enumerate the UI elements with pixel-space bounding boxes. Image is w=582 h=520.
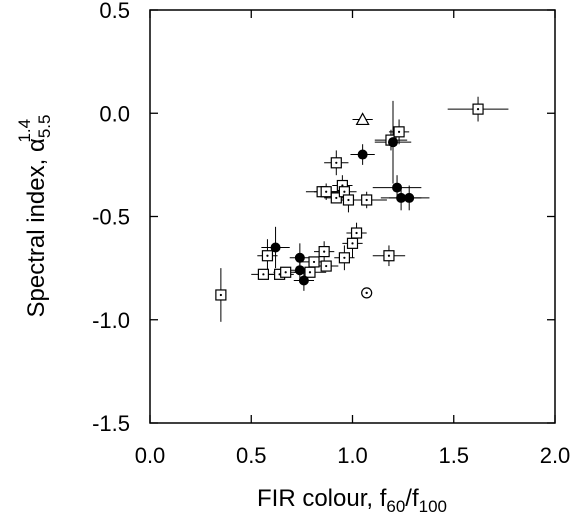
data-point-square-dot (323, 250, 326, 253)
y-axis-title-sub: 5.5 (35, 115, 54, 139)
y-tick-label: 0.5 (99, 0, 130, 23)
data-point-open-circle-dot (365, 291, 368, 295)
data-point-filled-circle (396, 192, 407, 203)
axis-ticks (149, 9, 556, 424)
x-tick-label: 0.5 (236, 443, 267, 468)
data-point-filled-circle (298, 275, 309, 286)
data-point-square-dot (343, 190, 346, 193)
data-point-triangle (355, 112, 370, 126)
data-point-filled-circle (294, 252, 305, 263)
x-tick-label: 0.0 (135, 443, 166, 468)
data-point-square-dot (355, 231, 358, 235)
data-point-square-dot (312, 260, 316, 264)
svg-text:Spectral index, α5.51.4: Spectral index, α5.51.4 (15, 115, 54, 318)
y-axis-title-sup: 1.4 (15, 119, 34, 143)
y-axis-title-main: Spectral index, α (23, 138, 50, 317)
data-point-square-dot (351, 242, 354, 245)
data-point-square-dot (266, 254, 269, 257)
y-tick-label: -1.5 (92, 411, 130, 436)
data-point-square-dot (341, 184, 344, 187)
y-axis-title: Spectral index, α5.51.4 (15, 115, 54, 318)
data-point-square-dot (219, 293, 222, 297)
data-point-filled-circle (392, 182, 403, 193)
data-point-square-dot (335, 196, 338, 200)
x-axis-title: FIR colour, f60/f100 (257, 485, 447, 516)
data-point-square-dot (284, 271, 287, 274)
data-point-square-dot (397, 130, 401, 133)
x-tick-label: 1.0 (337, 443, 368, 468)
x-tick-label: 2.0 (540, 443, 571, 468)
data-point-square-dot (387, 254, 391, 257)
plot-frame (149, 9, 556, 424)
data-point-filled-circle (388, 137, 398, 148)
x-tick-label: 1.5 (438, 443, 469, 468)
data-point-filled-circle (270, 242, 281, 253)
tick-labels: 0.0 0.5 1.0 1.5 2.0 0.5 0.0 -0.5 -1.0 -1.5 (92, 0, 570, 468)
data-point-square-dot (262, 273, 265, 276)
x-axis-title-sub2: 100 (419, 497, 447, 516)
data-point-square-dot (325, 190, 328, 193)
data-markers (215, 103, 484, 301)
data-point-square-dot (308, 271, 312, 274)
x-axis-title-main: FIR colour, f (257, 485, 387, 512)
data-point-filled-circle (357, 149, 368, 160)
x-axis-title-sub1: 60 (386, 497, 405, 516)
y-tick-label: -1.0 (92, 308, 130, 333)
x-axis-title-mid: /f (405, 485, 419, 512)
data-point-square-dot (325, 264, 328, 268)
y-tick-label: -0.5 (92, 205, 130, 230)
data-point-square-dot (335, 161, 338, 164)
data-point-square-dot (365, 198, 368, 202)
data-point-square-dot (343, 256, 346, 259)
y-tick-label: 0.0 (99, 101, 130, 126)
data-point-filled-circle (404, 192, 415, 203)
data-point-filled-circle (294, 265, 305, 276)
data-point-square-dot (476, 108, 480, 111)
data-point-square-dot (347, 198, 350, 202)
